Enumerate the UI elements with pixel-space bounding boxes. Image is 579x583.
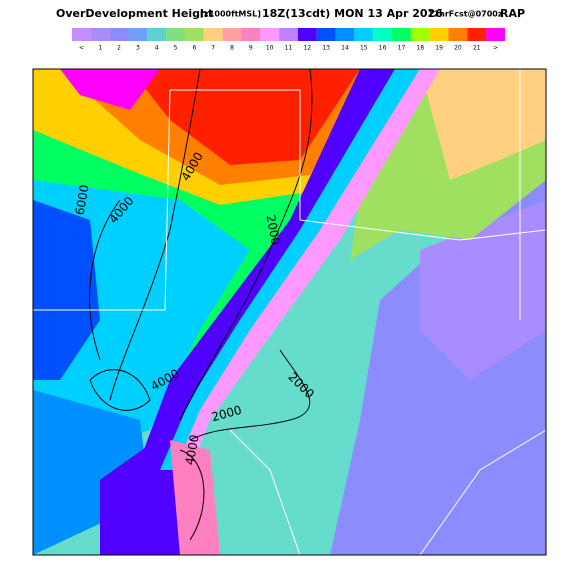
- legend-swatch: [90, 28, 110, 41]
- contours: [89, 69, 313, 541]
- borders: [33, 69, 546, 555]
- band: [175, 69, 440, 470]
- legend-label: 11: [285, 45, 293, 52]
- field: [170, 440, 220, 555]
- legend-label: 9: [249, 45, 253, 52]
- blue-band: [140, 69, 395, 470]
- legend-swatch: [184, 28, 204, 41]
- legend-label: 16: [379, 45, 387, 52]
- field: [33, 200, 100, 380]
- legend-swatch: [203, 28, 223, 41]
- legend-swatch: [109, 28, 129, 41]
- legend-label: <: [79, 45, 84, 52]
- legend-swatch: [373, 28, 393, 41]
- legend-label: >: [493, 45, 498, 52]
- legend-swatch: [316, 28, 336, 41]
- legend-label: 5: [174, 45, 178, 52]
- legend-label: 20: [454, 45, 462, 52]
- legend-swatch: [147, 28, 167, 41]
- legend-swatch: [72, 28, 91, 41]
- units: [x1000ftMSL]: [200, 10, 261, 19]
- legend-label: 8: [230, 45, 234, 52]
- legend-label: 14: [341, 45, 349, 52]
- band: [160, 69, 420, 470]
- legend-swatch: [166, 28, 185, 41]
- legend-swatch: [335, 28, 355, 41]
- field: [420, 69, 546, 180]
- legend-label: 13: [322, 45, 330, 52]
- field: [130, 69, 360, 165]
- legend-swatch: [429, 28, 449, 41]
- legend-label: 6: [192, 45, 196, 52]
- map-frame: [32, 68, 547, 556]
- low-field: [420, 200, 546, 380]
- forecast: 12hrFcst@0700z: [428, 10, 503, 19]
- legend-label: 17: [398, 45, 406, 52]
- legend-label: 10: [266, 45, 274, 52]
- legend-swatch: [392, 28, 411, 41]
- contour-label: 4000: [183, 434, 202, 467]
- legend-swatch: [354, 28, 374, 41]
- legend-label: 19: [435, 45, 443, 52]
- contour-label: 6000: [73, 184, 92, 217]
- map: 6000 4000 4000 2000 2000 2000 4000 4000: [32, 68, 547, 556]
- legend-label: 12: [304, 45, 312, 52]
- legend-label: 18: [416, 45, 424, 52]
- legend-label: 21: [473, 45, 481, 52]
- legend-swatch: [297, 28, 317, 41]
- legend-swatch: [486, 28, 505, 41]
- legend-swatch: [260, 28, 280, 41]
- legend-swatch: [467, 28, 487, 41]
- legend-label: 15: [360, 45, 368, 52]
- legend-swatch: [222, 28, 242, 41]
- legend-label: 4: [155, 45, 159, 52]
- legend-swatch: [128, 28, 148, 41]
- legend-label: 7: [211, 45, 215, 52]
- legend-swatch: [279, 28, 298, 41]
- legend-label: 2: [117, 45, 121, 52]
- legend-swatch: [448, 28, 468, 41]
- legend-label: 3: [136, 45, 140, 52]
- legend-swatch: [241, 28, 261, 41]
- color-legend: <1 2 3 4 5 6 7 8 9 10 11 12 13 14 15 16 17 18 19 20 21 >: [72, 28, 505, 52]
- title: OverDevelopment Height: [56, 7, 213, 20]
- legend-label: 1: [98, 45, 102, 52]
- field: [60, 69, 160, 110]
- contour-label: 2000: [264, 214, 283, 247]
- valid-time: 18Z(13cdt) MON 13 Apr 2026: [262, 7, 443, 20]
- model: RAP: [500, 7, 525, 20]
- legend-swatch: [410, 28, 430, 41]
